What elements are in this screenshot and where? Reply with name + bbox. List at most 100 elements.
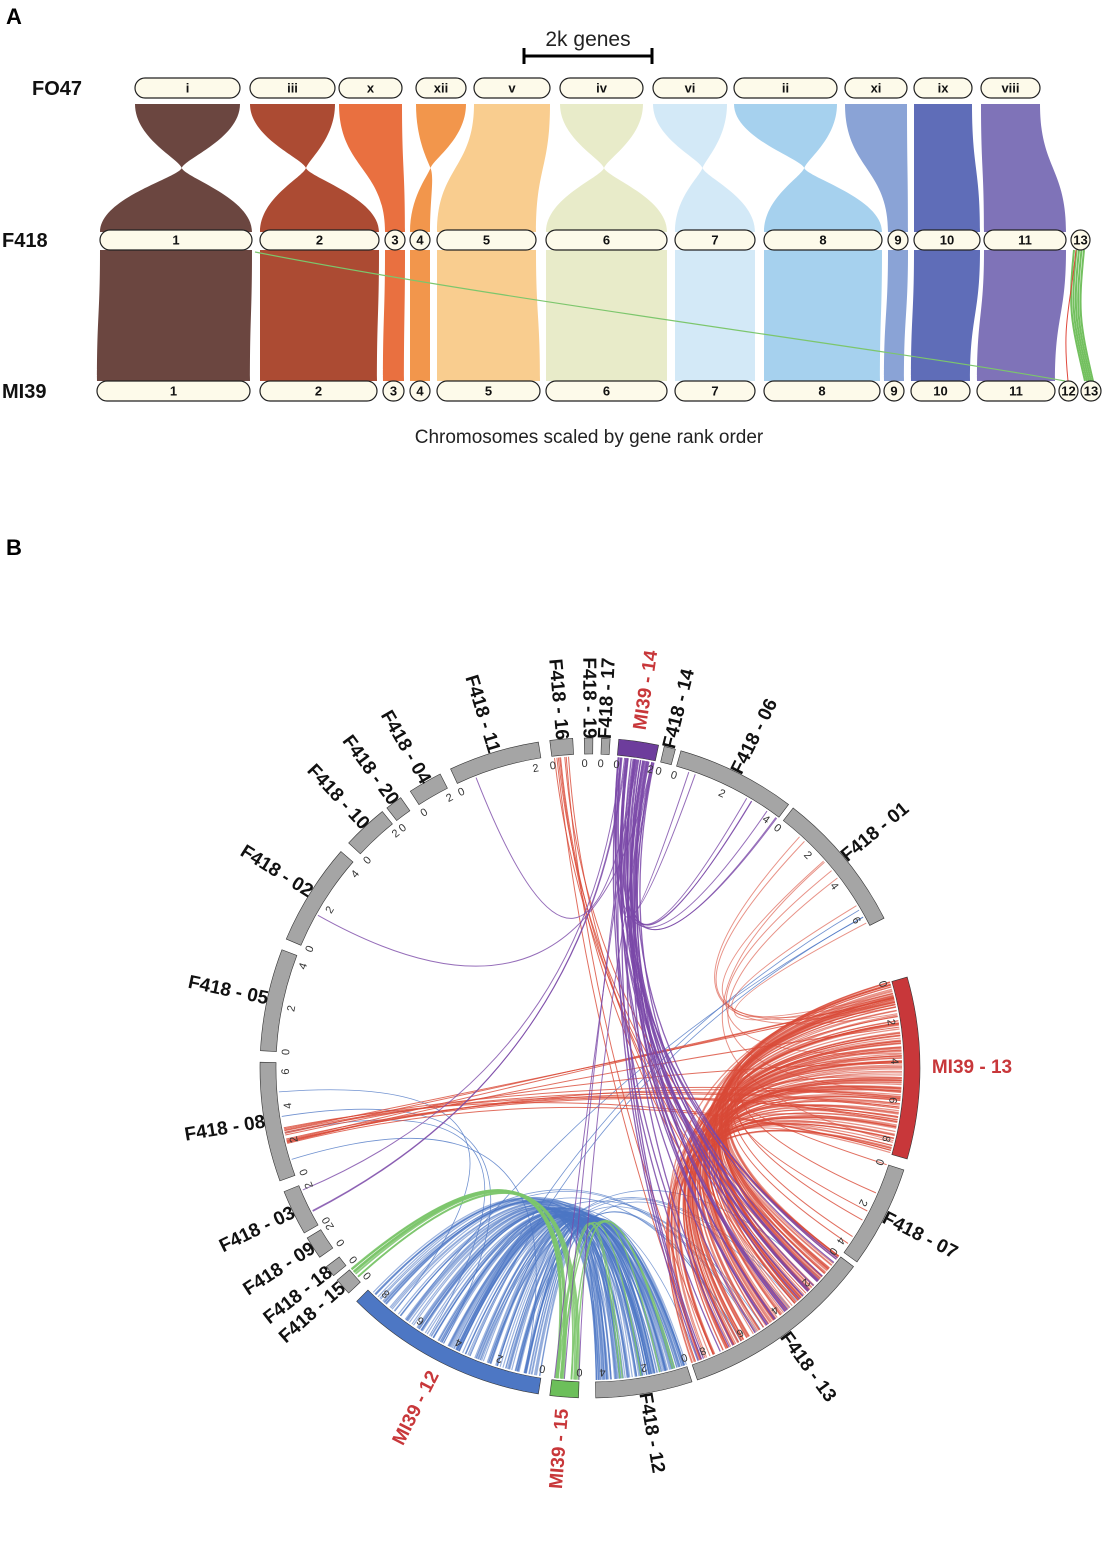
panel-b-letter: B	[6, 535, 22, 560]
mi39-chromosome-bar	[96, 380, 251, 402]
mi39-chromosome-label: 9	[890, 383, 897, 398]
ribbon-chr13-link	[1079, 249, 1094, 382]
circos-segment-arc	[386, 797, 411, 821]
circos-segment-arc	[450, 741, 542, 784]
circos-segment-arc	[617, 738, 659, 762]
link-green	[354, 1190, 561, 1379]
fo47-chromosome-label: ix	[938, 80, 950, 95]
link-red	[741, 1090, 901, 1166]
mi39-chromosome-label: 4	[416, 383, 424, 398]
f418-chromosome-label: 1	[172, 232, 179, 247]
circos-tick-label: 0	[597, 758, 604, 770]
f418-chromosome-bar	[763, 229, 883, 251]
mi39-chromosome-bar	[409, 380, 431, 402]
fo47-chromosome-label: vi	[685, 80, 696, 95]
ribbon-f418-mi39	[260, 250, 379, 381]
circos-tick-label: 8	[697, 1344, 707, 1357]
f418-chromosome: 8	[763, 229, 883, 251]
link-purple	[563, 758, 634, 1379]
circos-tick-label: 2	[303, 1180, 316, 1190]
circos-tick-label: 2	[288, 1135, 301, 1144]
circos-tick-label: 6	[734, 1326, 745, 1339]
link-purple	[629, 759, 818, 1283]
mi39-chromosome: 11	[976, 380, 1056, 402]
f418-chromosome: 1	[99, 229, 253, 251]
link-red	[714, 836, 898, 1025]
mi39-chromosome-label: 11	[1009, 383, 1023, 398]
link-red	[698, 997, 895, 1331]
ribbon-fo47-f418	[250, 104, 379, 232]
link-green	[574, 1221, 661, 1380]
circos-tick-label: 2	[444, 791, 455, 804]
circos-segment: 0 2 4 6 F418 - 08	[183, 1061, 311, 1182]
circos-tick-label: 2	[532, 762, 540, 775]
link-red	[683, 1010, 897, 1349]
circos-tick-label: 0	[582, 758, 588, 770]
ribbon-fo47-f418	[981, 104, 1066, 232]
mi39-chromosome-label: 7	[711, 383, 718, 398]
circos-tick-label: 2	[285, 1004, 298, 1012]
circos-segment: 0 2 4 F418 - 02	[236, 841, 362, 954]
link-red	[708, 1062, 902, 1315]
link-blue	[447, 1213, 648, 1375]
ribbon-f418-mi39	[410, 250, 430, 381]
axis-caption: Chromosomes scaled by gene rank order	[415, 427, 764, 448]
f418-chromosome-label: 6	[603, 232, 610, 247]
link-purple	[578, 762, 655, 1380]
f418-chromosome-bar	[99, 229, 253, 251]
mi39-chromosome: 9	[883, 380, 905, 402]
circos-segment-arc	[891, 976, 921, 1160]
circos-segment-arc	[260, 949, 298, 1052]
link-red	[684, 1014, 898, 1349]
circos-segment-label: F418 - 05	[186, 972, 270, 1010]
circos-tick-label: 0	[280, 1049, 292, 1056]
link-blue	[284, 1119, 486, 1336]
link-red	[737, 1001, 896, 1194]
ribbon-fo47-f418	[100, 104, 252, 232]
f418-chromosome-bar	[674, 229, 756, 251]
f418-chromosome-bar	[384, 229, 406, 251]
circos-segment-arc	[782, 807, 885, 926]
link-red	[723, 1039, 901, 1272]
f418-chromosome: 7	[674, 229, 756, 251]
fo47-chromosome-label: x	[367, 80, 375, 95]
mi39-chromosome: 3	[382, 380, 405, 402]
ribbon-chr13-link	[1072, 249, 1088, 382]
circos-tick-label: 2	[801, 849, 814, 862]
scale-bar-label: 2k genes	[545, 28, 630, 51]
ribbon-f418-mi39	[977, 250, 1066, 381]
link-blue	[397, 1203, 651, 1375]
circos-tick-label: 0	[654, 765, 663, 778]
link-red	[734, 1016, 898, 1221]
fo47-chromosome-bar	[559, 77, 644, 99]
circos-tick-label: 0	[576, 1366, 583, 1378]
circos-tick-label: 2	[716, 787, 727, 800]
mi39-chromosome-label: 12	[1061, 383, 1075, 398]
fo47-chromosome-bar	[338, 77, 403, 99]
fo47-chromosome: iv	[559, 77, 644, 99]
circos-segment-label: F418 - 07	[879, 1208, 961, 1264]
circos-segment-arc	[356, 1289, 542, 1395]
f418-chromosome: 13	[1070, 229, 1091, 251]
circos-segment-arc	[285, 851, 354, 946]
fo47-chromosome: i	[134, 77, 241, 99]
link-purple	[627, 759, 776, 1320]
f418-chromosome-bar	[913, 229, 981, 251]
ribbon-f418-mi39	[383, 250, 405, 381]
link-red	[727, 877, 902, 1094]
link-blue	[496, 1219, 631, 1378]
ribbon-f418-mi39	[675, 250, 755, 381]
mi39-chromosome-bar	[1080, 380, 1102, 402]
mi39-chromosome-bar	[883, 380, 905, 402]
circos-segment-arc	[600, 737, 611, 755]
link-blue	[468, 1217, 602, 1380]
circos-tick-label: 0	[669, 769, 678, 782]
link-red	[286, 997, 895, 1141]
f418-chromosome-bar	[436, 229, 537, 251]
link-blue	[281, 1108, 492, 1344]
mi39-chromosome-label: 13	[1084, 383, 1098, 398]
link-purple	[620, 759, 696, 918]
circos-accessory-label: MI39 - 12	[389, 1368, 444, 1449]
f418-chromosome-label: 3	[391, 232, 398, 247]
mi39-chromosome: 4	[409, 380, 431, 402]
